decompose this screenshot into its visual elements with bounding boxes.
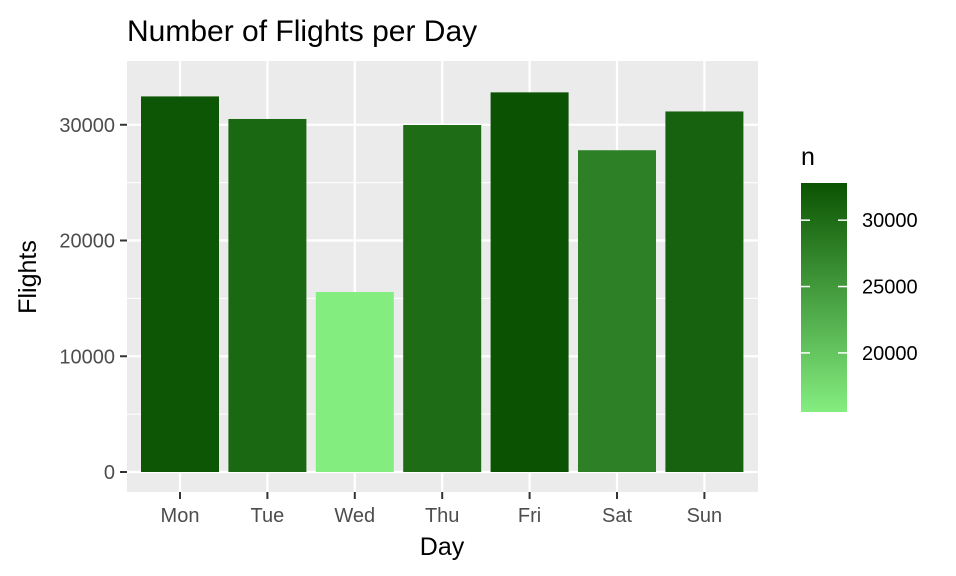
x-tick-label: Wed: [334, 505, 375, 527]
bars: [141, 92, 744, 473]
legend-ticks: 20000 25000 30000: [801, 210, 918, 365]
bar-sun: [665, 111, 744, 473]
y-axis-ticks: 0 10000 20000 30000: [59, 115, 127, 484]
color-legend: n 20000 25000 30000: [801, 143, 918, 412]
legend-tick-label: 20000: [862, 343, 918, 365]
x-tick-label: Thu: [425, 505, 459, 527]
x-axis-ticks: Mon Tue Wed Thu Fri Sat Sun: [161, 492, 723, 527]
bar-sat: [578, 150, 656, 473]
x-tick-label: Fri: [518, 505, 541, 527]
bar-tue: [228, 118, 307, 472]
x-tick-label: Tue: [251, 505, 285, 527]
legend-tick-label: 25000: [862, 277, 918, 299]
y-axis-title: Flights: [14, 240, 42, 314]
x-tick-label: Sun: [687, 505, 723, 527]
bar-fri: [490, 92, 569, 473]
x-axis-title: Day: [420, 533, 465, 561]
x-tick-label: Sat: [602, 505, 632, 527]
legend-tick-label: 30000: [862, 210, 918, 232]
legend-title: n: [801, 143, 815, 171]
y-tick-label: 20000: [59, 231, 115, 253]
legend-colorbar: [801, 183, 847, 412]
x-tick-label: Mon: [161, 505, 200, 527]
y-tick-label: 0: [104, 462, 115, 484]
y-tick-label: 10000: [59, 346, 115, 368]
bar-wed: [315, 292, 394, 472]
bar-mon: [141, 96, 219, 472]
chart-title: Number of Flights per Day: [127, 15, 477, 48]
y-tick-label: 30000: [59, 115, 115, 137]
bar-thu: [403, 125, 482, 473]
